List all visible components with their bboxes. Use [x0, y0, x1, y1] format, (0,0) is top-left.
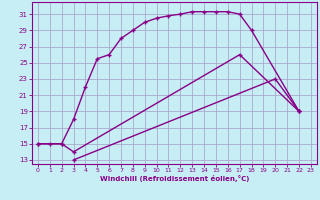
- X-axis label: Windchill (Refroidissement éolien,°C): Windchill (Refroidissement éolien,°C): [100, 175, 249, 182]
